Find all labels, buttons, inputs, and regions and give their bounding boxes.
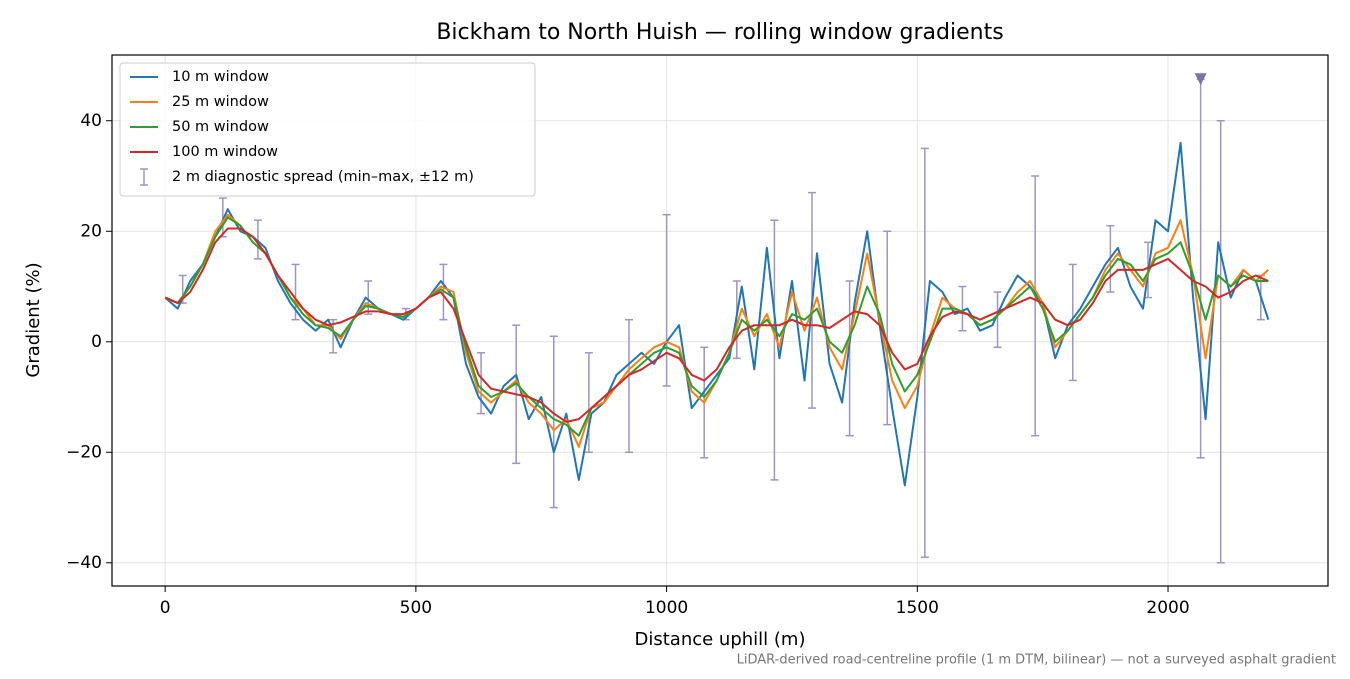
- series-line: [164, 227, 1269, 423]
- grid: [112, 55, 1328, 586]
- y-tick-label: 20: [80, 221, 102, 241]
- x-tick-label: 1500: [896, 598, 939, 618]
- x-axis-label: Distance uphill (m): [635, 629, 806, 650]
- y-tick-label: −20: [66, 442, 102, 462]
- x-tick-label: 500: [400, 598, 432, 618]
- legend-label: 25 m window: [172, 94, 269, 110]
- footnote: LiDAR-derived road-centreline profile (1…: [737, 653, 1336, 668]
- legend-label: 2 m diagnostic spread (min–max, ±12 m): [172, 169, 474, 185]
- legend-box: [119, 62, 536, 197]
- x-tick-label: 1000: [645, 598, 688, 618]
- plot-area: [164, 78, 1270, 564]
- plot-frame: [111, 54, 1329, 587]
- y-tick-label: 0: [91, 332, 102, 352]
- chart-title: Bickham to North Huish — rolling window …: [436, 20, 1003, 45]
- y-axis-label: Gradient (%): [23, 262, 44, 377]
- legend-label: 100 m window: [172, 144, 278, 160]
- legend: 10 m window 25 m window 50 m window 100 m w…: [119, 62, 536, 197]
- x-tick-label: 2000: [1146, 598, 1189, 618]
- series-line: [164, 216, 1269, 437]
- y-tick-label: −40: [66, 553, 102, 573]
- clipped-marker: [1194, 73, 1207, 86]
- series-line: [164, 141, 1270, 487]
- legend-label: 10 m window: [172, 69, 269, 85]
- y-tick-label: 40: [80, 111, 102, 131]
- legend-label: 50 m window: [172, 119, 269, 135]
- x-tick-label: 0: [160, 598, 171, 618]
